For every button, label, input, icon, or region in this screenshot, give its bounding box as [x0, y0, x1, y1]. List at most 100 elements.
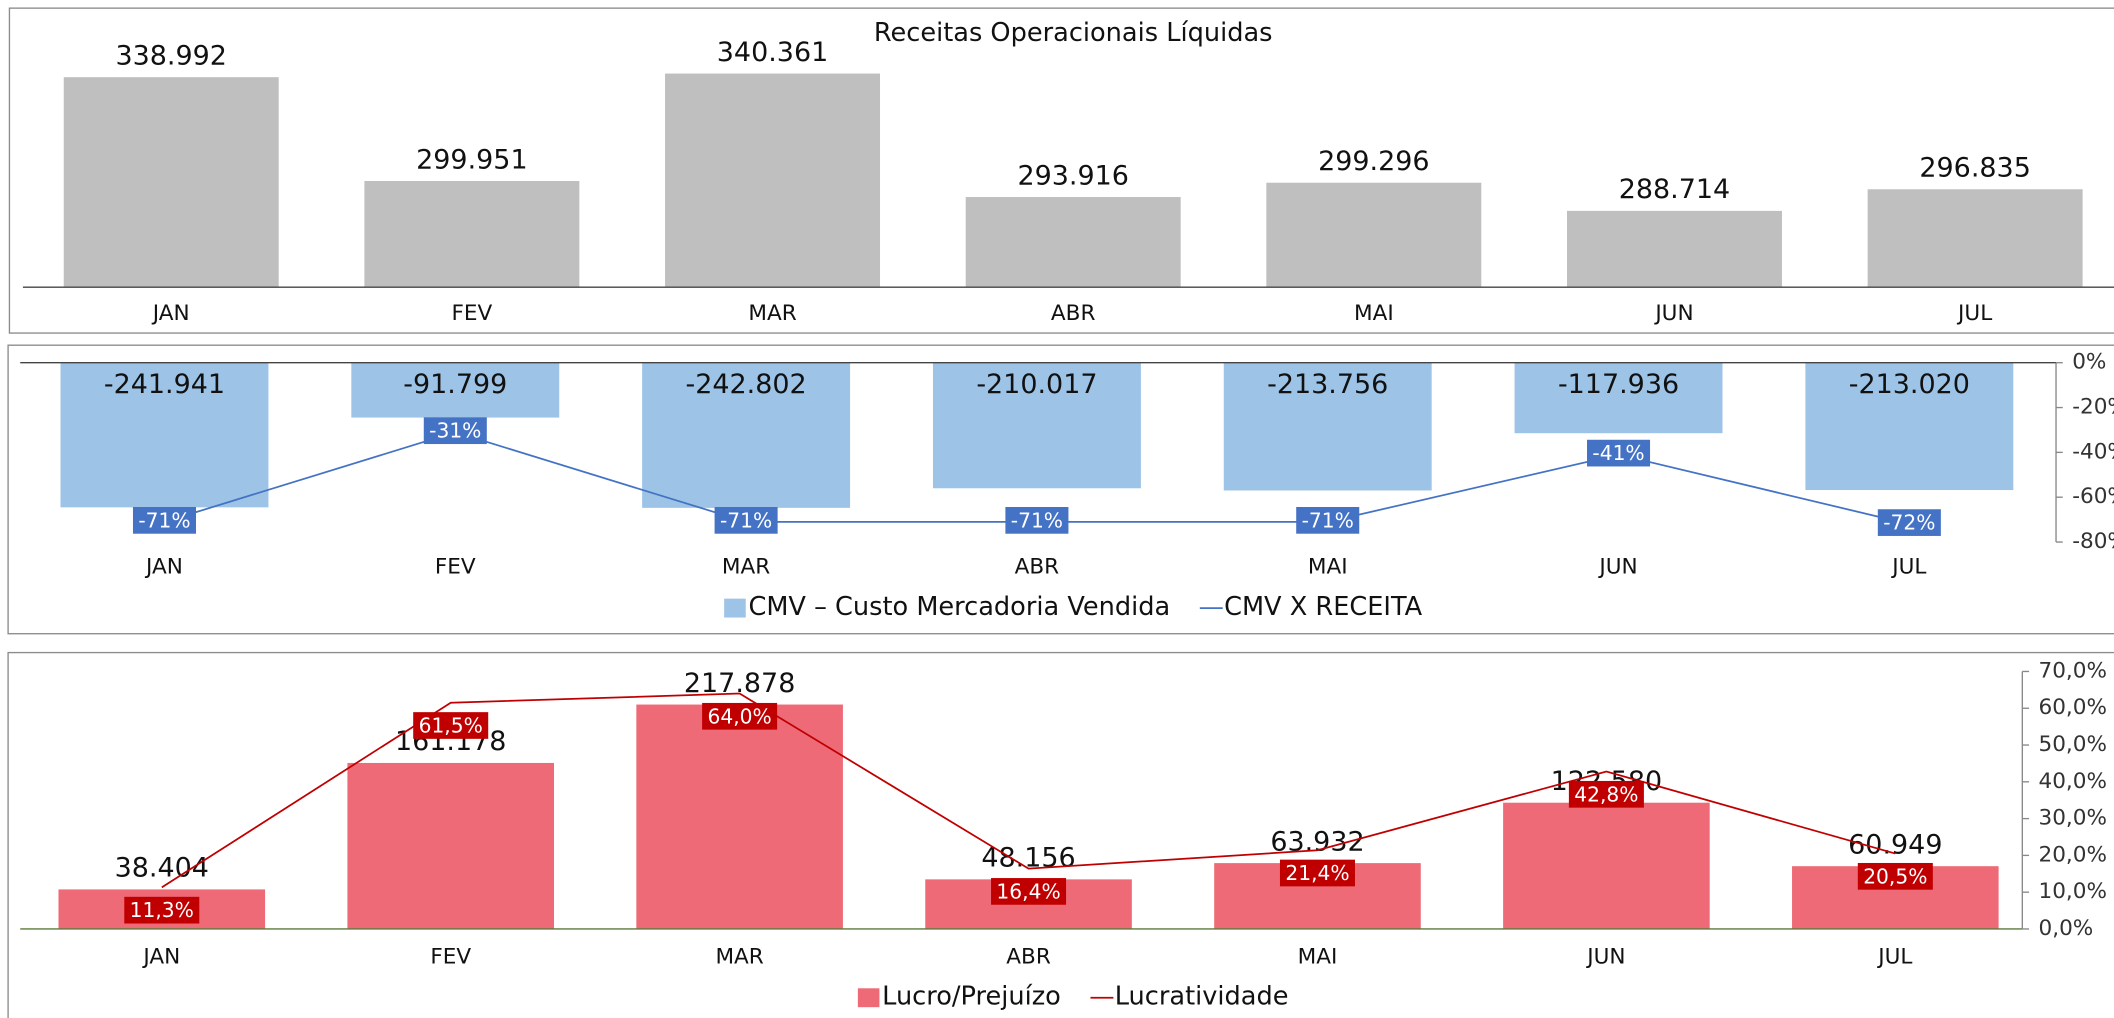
y2-tick-label: 20,0% — [2039, 842, 2108, 867]
data-label: -210.017 — [976, 369, 1097, 400]
y2-tick-label: 0% — [2072, 350, 2106, 375]
data-label-box — [124, 896, 200, 924]
x-tick-label: FEV — [435, 555, 476, 580]
data-label: 21,4% — [1285, 861, 1349, 885]
data-label: -213.020 — [1849, 369, 1970, 400]
x-tick-label: MAI — [1354, 301, 1394, 326]
x-tick-label: ABR — [1051, 301, 1096, 326]
x-tick-label: JUL — [1890, 555, 1926, 580]
data-label-box — [1877, 509, 1941, 536]
data-label: -242.802 — [686, 369, 807, 400]
bar — [1805, 362, 2014, 491]
data-label: 296.835 — [1919, 153, 2030, 184]
data-label: 11,3% — [130, 898, 194, 922]
x-tick-label: JUN — [1653, 301, 1693, 326]
data-label-box — [413, 712, 489, 739]
legend-label: CMV X RECEITA — [1224, 592, 1423, 622]
data-label: 299.951 — [416, 144, 527, 175]
bar — [351, 362, 560, 418]
x-tick-label: MAR — [715, 944, 763, 969]
bar — [1503, 802, 1710, 929]
data-label: -91.799 — [403, 369, 507, 400]
data-label: -71% — [720, 508, 772, 532]
panel-frame — [7, 651, 2114, 1018]
x-tick-label: MAR — [748, 301, 796, 326]
x-tick-label: JUN — [1585, 944, 1625, 969]
y2-tick-label: 40,0% — [2039, 769, 2108, 794]
y2-tick-label: 70,0% — [2039, 658, 2108, 683]
data-label: 338.992 — [115, 40, 226, 71]
bar — [63, 77, 279, 288]
x-tick-label: JUL — [1876, 944, 1912, 969]
bar — [636, 704, 843, 929]
bar — [1266, 182, 1482, 288]
bar — [642, 362, 851, 508]
data-label: 61,5% — [419, 713, 483, 737]
data-label: 64,0% — [708, 704, 772, 728]
x-tick-label: ABR — [1015, 555, 1060, 580]
data-label: -213.756 — [1267, 369, 1388, 400]
data-label: -71% — [1011, 508, 1063, 532]
legend-label: Lucratividade — [1115, 982, 1289, 1012]
y2-tick-label: -60% — [2072, 484, 2114, 509]
bar — [347, 762, 554, 929]
data-label: 299.296 — [1318, 146, 1429, 177]
y2-tick-label: 0,0% — [2039, 916, 2094, 941]
y2-tick-label: -20% — [2072, 395, 2114, 420]
data-label: 288.714 — [1619, 174, 1730, 205]
x-tick-label: FEV — [451, 301, 492, 326]
bar — [665, 73, 881, 288]
x-tick-label: JAN — [144, 555, 183, 580]
bar — [932, 362, 1141, 489]
data-label-box — [1857, 862, 1933, 890]
data-label: 340.361 — [717, 37, 828, 68]
data-label: -241.941 — [104, 369, 225, 400]
data-label: -41% — [1592, 441, 1644, 465]
bar — [1566, 210, 1782, 288]
data-label-box — [1279, 859, 1355, 887]
data-label: 16,4% — [996, 879, 1060, 903]
data-label-box — [1005, 507, 1069, 534]
data-label-box — [1587, 439, 1651, 467]
y2-tick-label: 10,0% — [2039, 879, 2108, 904]
data-label-box — [991, 878, 1067, 905]
data-label: 20,5% — [1863, 864, 1927, 888]
data-label: -71% — [138, 508, 190, 532]
x-tick-label: JUN — [1597, 555, 1637, 580]
bar — [965, 197, 1181, 288]
x-tick-label: MAI — [1308, 555, 1348, 580]
bar — [1514, 362, 1723, 434]
data-label-box — [1568, 780, 1644, 808]
data-label: -31% — [429, 419, 481, 443]
data-label-box — [423, 417, 487, 445]
line — [161, 692, 1896, 889]
x-tick-label: ABR — [1006, 944, 1051, 969]
x-tick-label: FEV — [430, 944, 471, 969]
legend-swatch — [724, 598, 746, 618]
data-label: 42,8% — [1574, 782, 1638, 806]
x-tick-label: JAN — [141, 944, 180, 969]
x-tick-label: JAN — [151, 301, 190, 326]
bar — [1223, 362, 1432, 491]
x-tick-label: MAR — [722, 555, 770, 580]
data-label-box — [714, 507, 778, 534]
data-label-box — [702, 702, 778, 730]
y2-tick-label: -80% — [2072, 529, 2114, 554]
data-label: -72% — [1883, 511, 1935, 535]
y2-tick-label: 50,0% — [2039, 732, 2108, 757]
legend-label: CMV – Custo Mercadoria Vendida — [748, 592, 1170, 622]
panel-frame — [8, 7, 2114, 334]
data-label: 293.916 — [1017, 160, 1128, 191]
legend-swatch — [857, 988, 880, 1008]
x-tick-label: MAI — [1298, 944, 1338, 969]
y2-tick-label: -40% — [2072, 439, 2114, 464]
panel-frame — [7, 344, 2114, 635]
y2-tick-label: 60,0% — [2039, 695, 2108, 720]
data-label: 38.404 — [115, 853, 209, 884]
chart-title: Receitas Operacionais Líquidas — [874, 18, 1273, 48]
y2-tick-label: 30,0% — [2039, 806, 2108, 831]
legend-label: Lucro/Prejuízo — [882, 982, 1061, 1012]
data-label-box — [1296, 507, 1360, 534]
